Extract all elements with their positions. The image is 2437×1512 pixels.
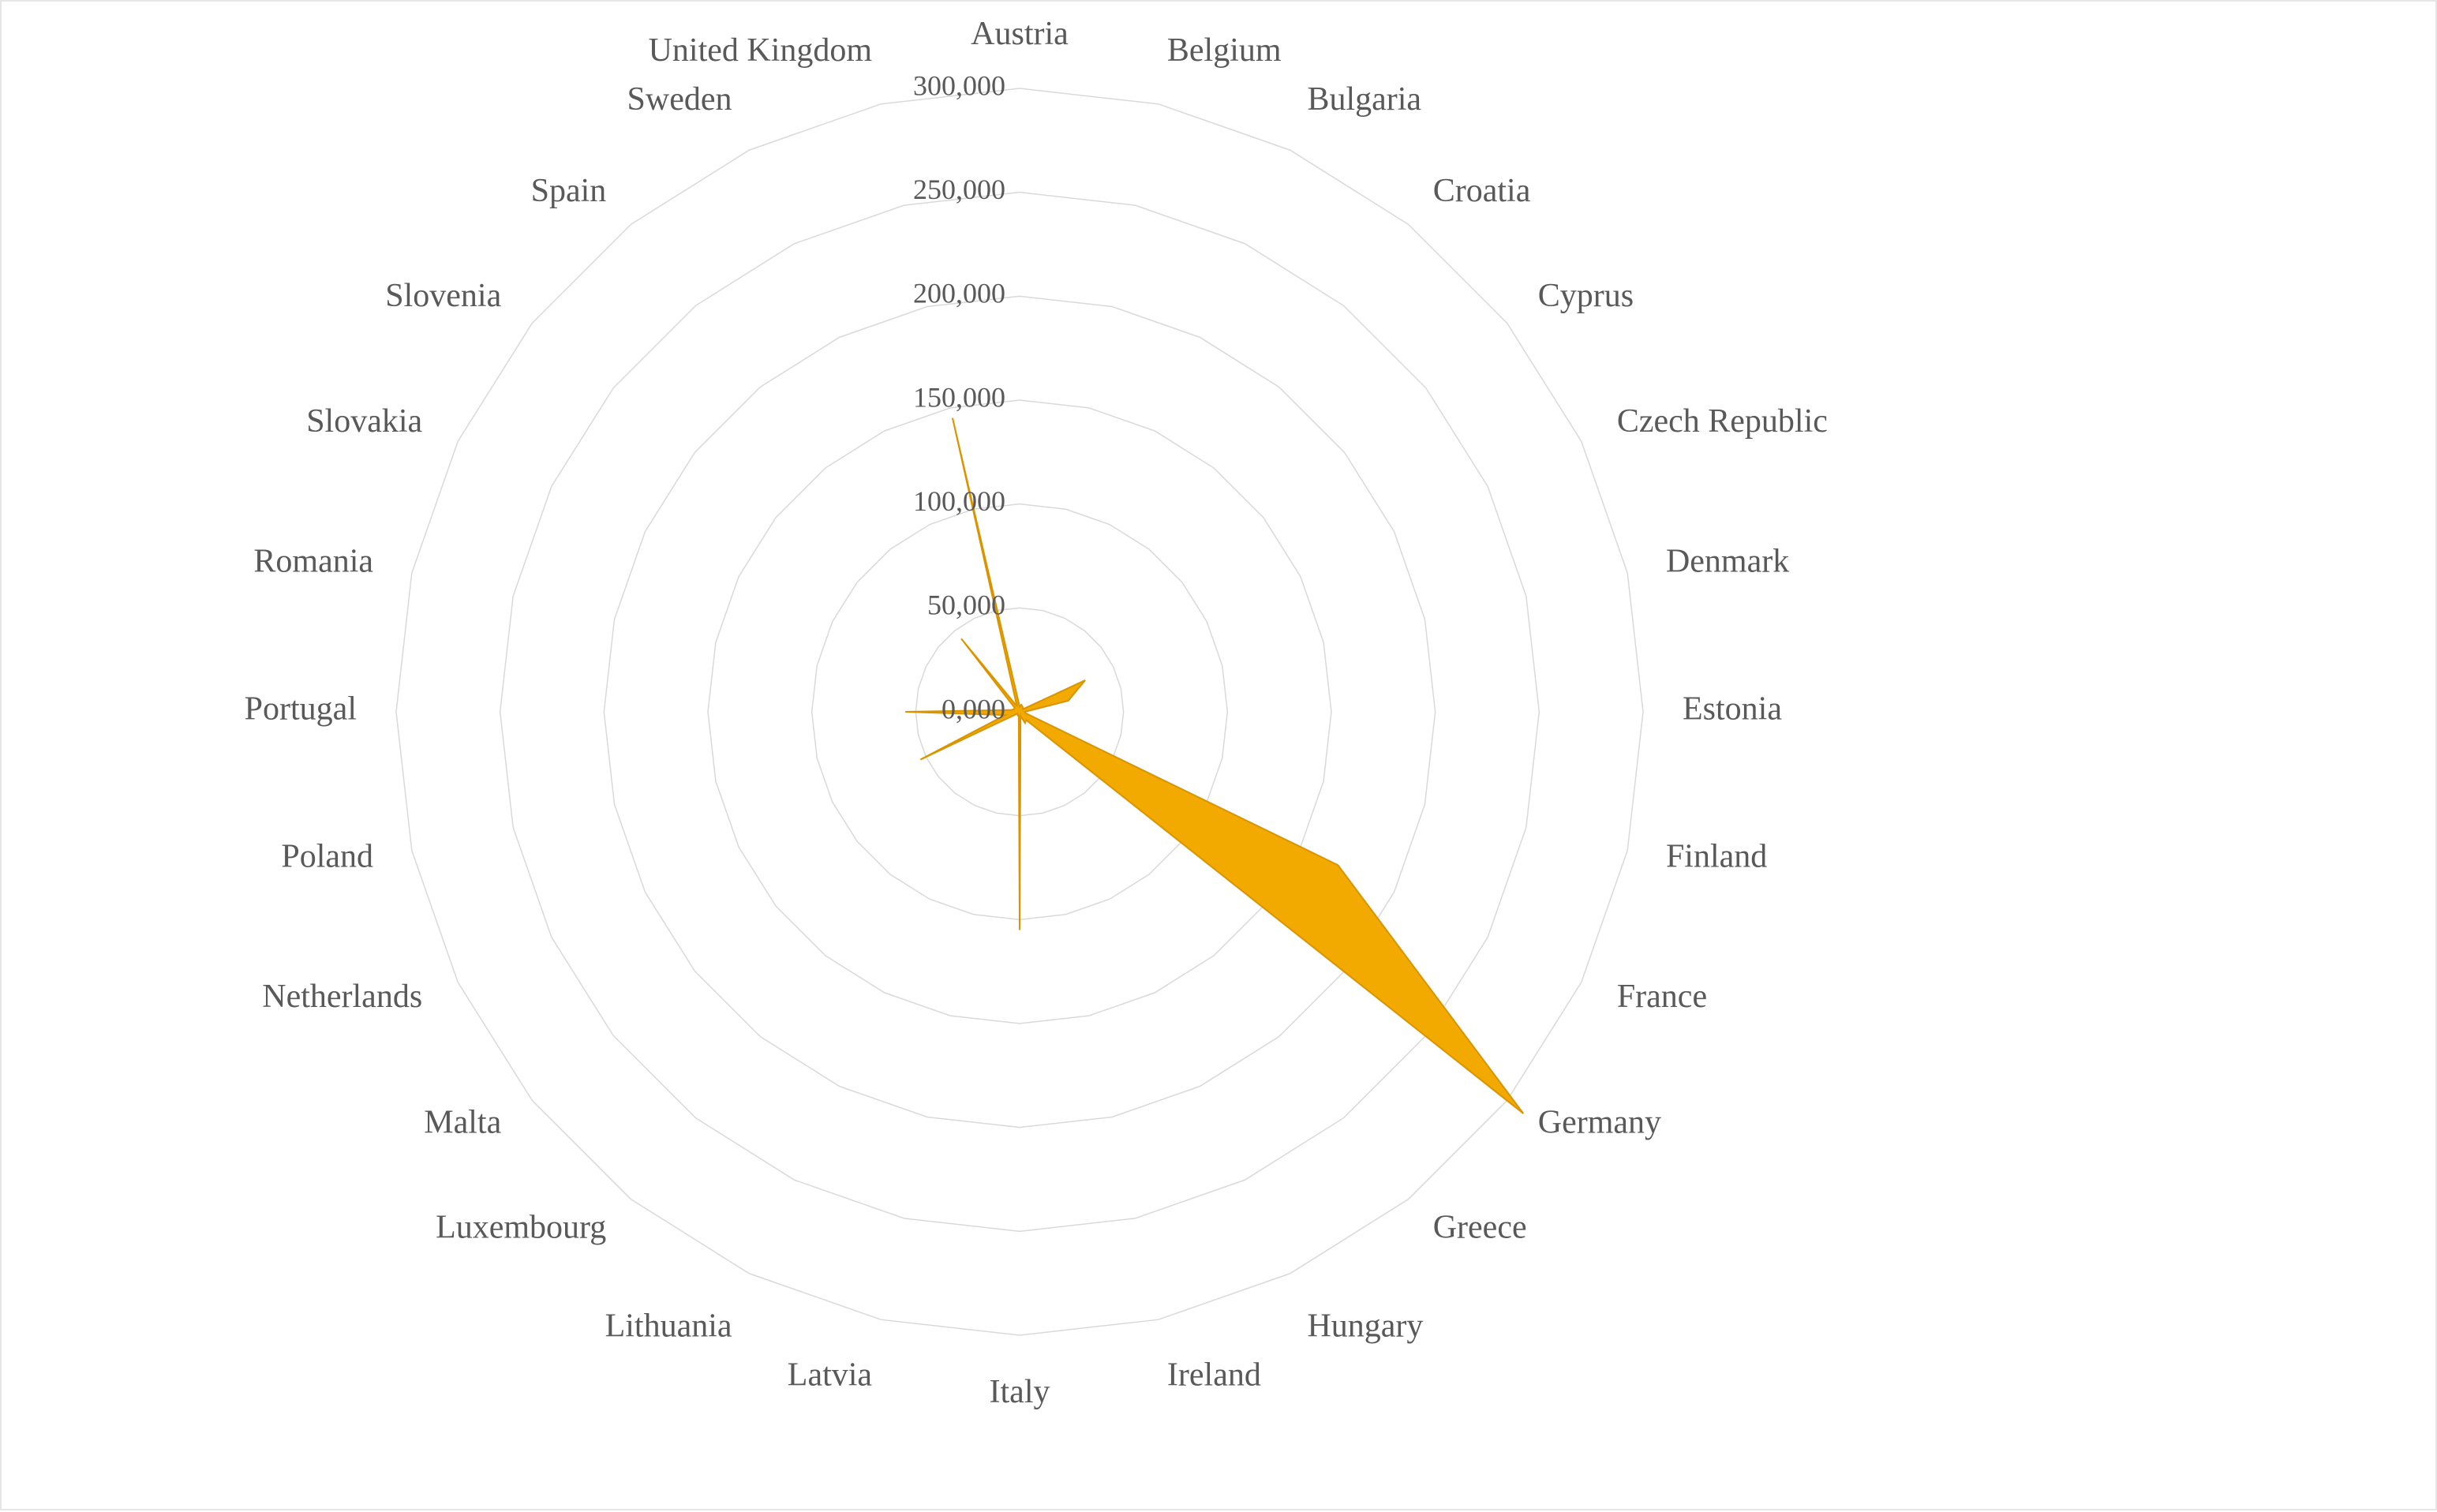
category-label: Finland [1666, 839, 1767, 875]
category-label: Slovakia [306, 403, 422, 440]
radar-chart: 0,000 50,000 100,000 150,000 200,000 250,000 3… [2, 2, 2437, 1512]
category-label: Bulgaria [1307, 81, 1421, 118]
category-label: Netherlands [262, 979, 422, 1015]
axis-tick-label: 50,000 [927, 589, 1005, 621]
category-label: Portugal [245, 691, 357, 728]
axis-tick-label: 100,000 [913, 485, 1005, 517]
category-label: France [1617, 979, 1707, 1015]
category-label: Malta [424, 1104, 501, 1140]
axis-tick-label: 150,000 [913, 381, 1005, 413]
category-label: Belgium [1167, 32, 1282, 69]
category-label: Latvia [788, 1357, 873, 1394]
axis-tick-labels: 0,000 50,000 100,000 150,000 200,000 250,000 3… [913, 69, 1005, 724]
axis-tick-label: 250,000 [913, 174, 1005, 205]
axis-tick-label: 200,000 [913, 278, 1005, 309]
category-label: Austria [971, 16, 1069, 52]
axis-tick-label: 300,000 [913, 69, 1005, 101]
category-label: Greece [1433, 1209, 1527, 1245]
category-label: Luxembourg [436, 1209, 606, 1245]
category-label: Sweden [627, 81, 732, 118]
category-label: Italy [990, 1374, 1050, 1410]
category-label: Spain [531, 173, 607, 209]
category-label: Ireland [1167, 1357, 1261, 1394]
category-label: Czech Republic [1617, 403, 1828, 440]
axis-tick-label: 0,000 [941, 693, 1005, 724]
radar-chart-container: 0,000 50,000 100,000 150,000 200,000 250,000 3… [0, 0, 2437, 1510]
category-label: United Kingdom [649, 32, 873, 69]
category-label: Romania [253, 544, 373, 580]
category-label: Lithuania [605, 1308, 732, 1345]
data-series-area [905, 418, 1523, 1113]
category-label: Cyprus [1538, 278, 1634, 314]
category-labels: Austria Belgium Bulgaria Croatia Cyprus Czech… [245, 16, 1828, 1410]
category-label: Denmark [1666, 544, 1789, 580]
category-label: Slovenia [385, 278, 501, 314]
category-label: Hungary [1307, 1308, 1423, 1345]
category-label: Estonia [1683, 691, 1782, 728]
category-label: Croatia [1433, 173, 1531, 209]
category-label: Poland [281, 839, 373, 875]
category-label: Germany [1538, 1104, 1661, 1140]
